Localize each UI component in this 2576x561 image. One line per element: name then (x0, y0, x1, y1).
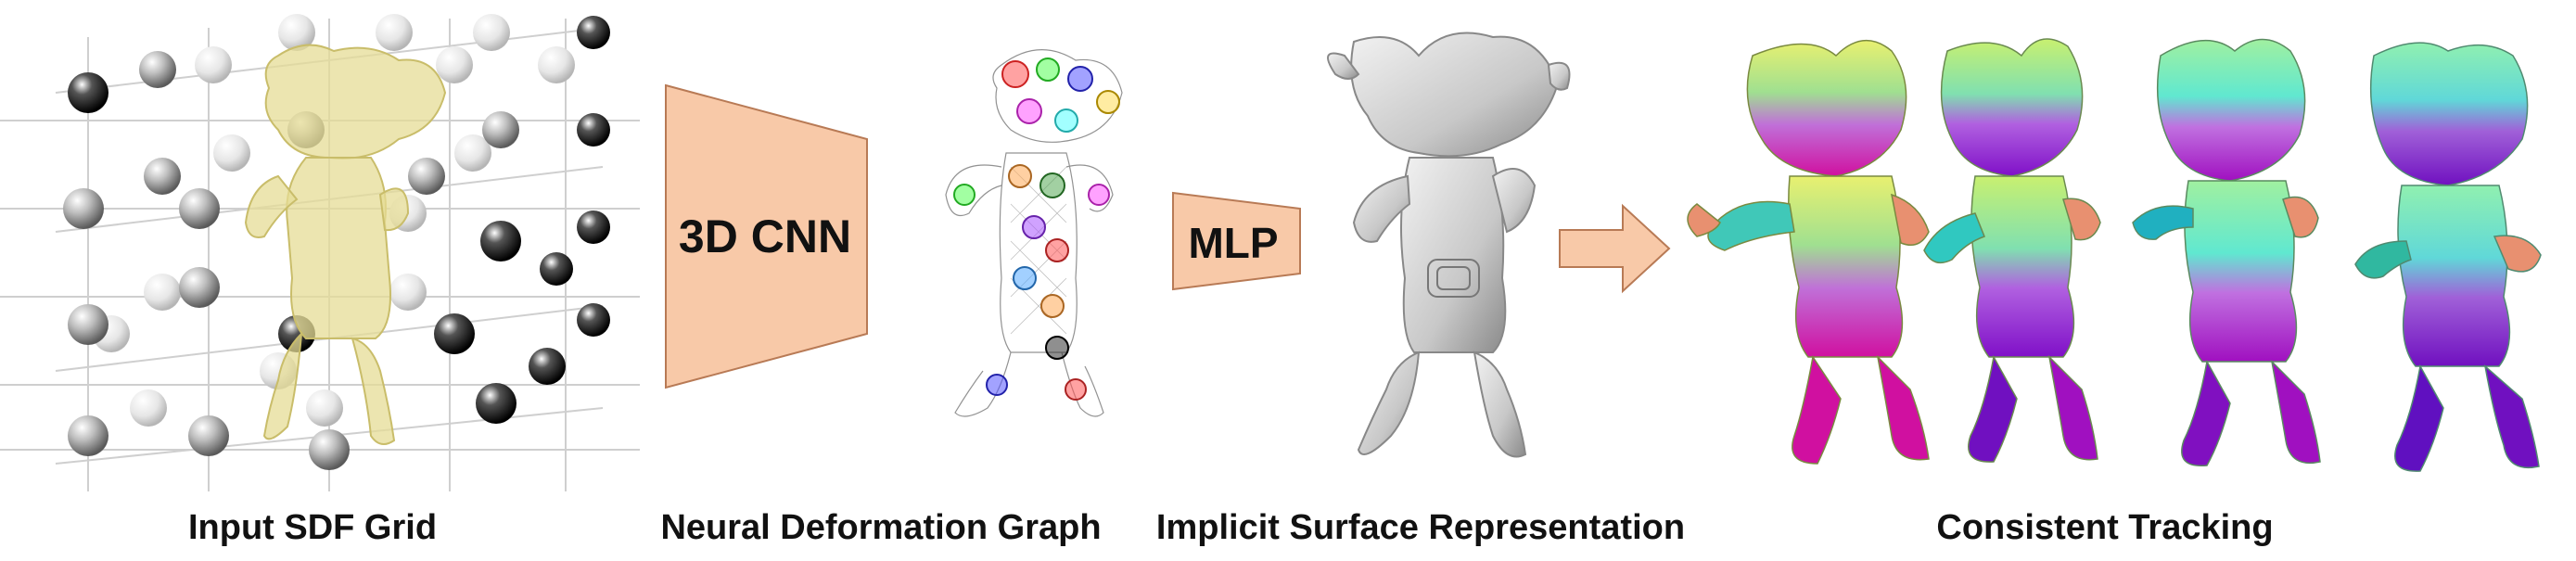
caption-input-sdf-grid: Input SDF Grid (187, 508, 438, 547)
tracking-figure-4 (2354, 42, 2542, 472)
mlp-label: MLP (1188, 219, 1279, 267)
mlp-block (1172, 191, 1301, 291)
yellow-character-mesh (244, 44, 447, 445)
cnn-block (665, 83, 868, 389)
implicit-surface-figure (1327, 32, 1571, 458)
caption-neural-deformation-graph: Neural Deformation Graph (660, 508, 1102, 547)
cnn-label: 3D CNN (678, 210, 852, 262)
deformation-graph-figure (945, 49, 1123, 417)
graph-nodes (953, 57, 1120, 401)
arrow-right-icon (1559, 203, 1671, 294)
tracking-figure-3 (2132, 38, 2321, 466)
caption-consistent-tracking: Consistent Tracking (1936, 508, 2274, 547)
grid-spheres-light (93, 14, 575, 427)
grid-spheres-dark (68, 16, 610, 424)
tracking-figure-1 (1687, 39, 1930, 465)
caption-implicit-surface: Implicit Surface Representation (1155, 508, 1686, 547)
sdf-grid (0, 14, 640, 491)
tracking-figure-2 (1923, 38, 2101, 463)
